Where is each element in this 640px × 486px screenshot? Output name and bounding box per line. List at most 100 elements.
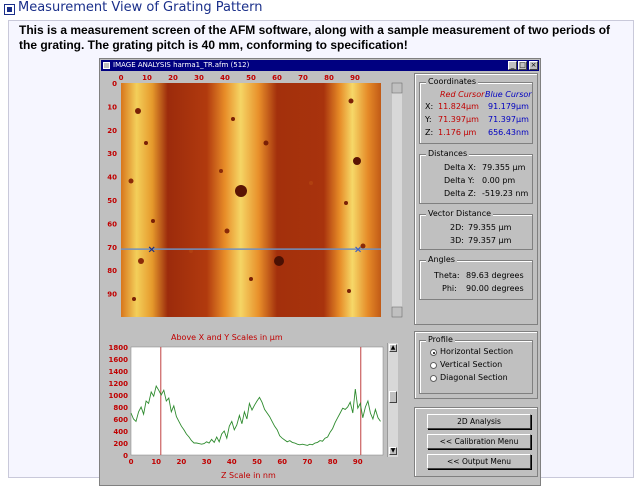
profile-panel: Profile Horizontal Section Vertical Sect… [414, 331, 538, 399]
afm-x-tick-label: 50 [246, 74, 256, 82]
profile-y-tick-label: 1400 [109, 368, 129, 376]
vector-distance-group: Vector Distance 2D: 79.355 µm 3D: 79.357… [419, 209, 533, 250]
coord-x-red: 11.824µm [438, 102, 479, 111]
afm-x-tick-label: 10 [142, 74, 152, 82]
diagonal-section-radio[interactable] [430, 375, 437, 382]
afm-y-tick-label: 90 [107, 291, 117, 299]
page-title: Measurement View of Grating Pattern [18, 0, 263, 15]
profile-x-tick-label: 60 [277, 458, 287, 466]
red-cursor-header: Red Cursor [440, 90, 485, 99]
coord-z-axis: Z: [425, 128, 434, 137]
afm-height-map [121, 83, 381, 317]
delta-x-value: 79.355 µm [482, 163, 526, 172]
theta-label: Theta: [434, 271, 460, 280]
profile-x-tick-label: 80 [328, 458, 338, 466]
profile-scroll-up-button[interactable]: ▲ [389, 344, 397, 352]
horizontal-section-radio[interactable] [430, 349, 437, 356]
profile-y-tick-label: 800 [113, 404, 128, 412]
blue-cursor-header: Blue Cursor [485, 90, 532, 99]
vertical-section-radio[interactable] [430, 362, 437, 369]
window-titlebar[interactable]: IMAGE ANALYSIS harma1_TR.afm (512) _ □ × [101, 60, 539, 71]
window-system-icon[interactable] [103, 62, 110, 69]
delta-z-label: Delta Z: [444, 189, 477, 198]
coordinates-title: Coordinates [426, 77, 479, 86]
profile-y-tick-label: 200 [113, 440, 128, 448]
scroll-up-button[interactable] [391, 82, 403, 94]
delta-y-value: 0.00 pm [482, 176, 516, 185]
vector-2d-label: 2D: [450, 223, 464, 232]
surface-defects [128, 98, 366, 301]
profile-x-tick-label: 10 [151, 458, 161, 466]
afm-x-tick-label: 90 [350, 74, 360, 82]
horizontal-section-label[interactable]: Horizontal Section [440, 347, 514, 356]
afm-y-tick-label: 10 [107, 103, 117, 111]
profile-scroll-down-button[interactable]: ▼ [389, 447, 397, 455]
profile-x-tick-label: 50 [252, 458, 262, 466]
scroll-down-button[interactable] [391, 306, 403, 318]
coord-y-blue: 71.397µm [488, 115, 529, 124]
afm-axes: 0 10 20 30 40 50 60 70 80 90 0 10 20 30 40 50 60 70 80 90 [107, 74, 360, 299]
profile-series-line [130, 384, 381, 446]
actions-panel: 2D Analysis << Calibration Menu << Outpu… [414, 407, 538, 477]
output-menu-button[interactable]: << Output Menu [427, 454, 531, 469]
profile-label-above: Above X and Y Scales in µm [171, 333, 283, 342]
coord-y-axis: Y: [425, 115, 432, 124]
content-panel: This is a measurement screen of the AFM … [8, 20, 634, 486]
angles-title: Angles [426, 255, 457, 264]
profile-y-tick-label: 1000 [109, 392, 129, 400]
afm-y-tick-label: 40 [107, 174, 117, 182]
phi-value: 90.00 degrees [466, 284, 524, 293]
measurements-panel: Coordinates Red Cursor Blue Cursor X: 11… [414, 73, 538, 325]
coord-z-red: 1.176 µm [438, 128, 477, 137]
calibration-menu-button[interactable]: << Calibration Menu [427, 434, 531, 449]
profile-y-tick-label: 1800 [109, 344, 129, 352]
coord-x-blue: 91.179µm [488, 102, 529, 111]
profile-x-tick-label: 0 [129, 458, 134, 466]
afm-x-tick-label: 30 [194, 74, 204, 82]
afm-y-tick-label: 30 [107, 150, 117, 158]
profile-x-tick-label: 90 [353, 458, 363, 466]
profile-x-tick-label: 20 [177, 458, 187, 466]
2d-analysis-button[interactable]: 2D Analysis [427, 414, 531, 429]
afm-y-tick-label: 80 [107, 267, 117, 275]
phi-label: Phi: [442, 284, 457, 293]
window-title: IMAGE ANALYSIS harma1_TR.afm (512) [113, 61, 250, 69]
profile-y-tick-label: 400 [113, 428, 128, 436]
distances-group: Distances Delta X: 79.355 µm Delta Y: 0.… [419, 149, 533, 204]
profile-x-tick-label: 30 [202, 458, 212, 466]
afm-x-tick-label: 80 [324, 74, 334, 82]
profile-plot[interactable]: 0 200 400 600 800 1000 1200 1400 1600 1800 0 10 20 30… [101, 343, 406, 471]
vertical-section-label[interactable]: Vertical Section [440, 360, 503, 369]
afm-y-tick-label: 50 [107, 197, 117, 205]
profile-y-tick-label: 1200 [109, 380, 129, 388]
afm-x-tick-label: 40 [220, 74, 230, 82]
profile-y-tick-label: 600 [113, 416, 128, 424]
close-button[interactable]: × [529, 61, 538, 70]
window-body: 0 10 20 30 40 50 60 70 80 90 0 10 20 30 40 50 60 70 80 90 ×… [101, 71, 539, 484]
theta-value: 89.63 degrees [466, 271, 524, 280]
afm-x-tick-label: 0 [119, 74, 124, 82]
profile-x-tick-label: 40 [227, 458, 237, 466]
afm-x-tick-label: 20 [168, 74, 178, 82]
afm-image-view[interactable]: 0 10 20 30 40 50 60 70 80 90 0 10 20 30 40 50 60 70 80 90 ×… [101, 71, 406, 333]
red-cursor-marker[interactable]: × [148, 245, 156, 256]
angles-group: Angles Theta: 89.63 degrees Phi: 90.00 d… [419, 255, 533, 300]
blue-cursor-marker[interactable]: × [354, 245, 362, 256]
vector-3d-value: 79.357 µm [468, 236, 512, 245]
coordinates-group: Coordinates Red Cursor Blue Cursor X: 11… [419, 77, 533, 144]
profile-scroll-thumb[interactable] [389, 391, 397, 403]
coord-z-blue: 656.43nm [488, 128, 529, 137]
profile-title: Profile [426, 335, 455, 344]
afm-y-tick-label: 0 [112, 80, 117, 88]
vector-distance-title: Vector Distance [426, 209, 494, 218]
image-scrollbar[interactable] [392, 83, 402, 317]
profile-xlabel: Z Scale in nm [221, 471, 276, 480]
profile-scrollbar[interactable]: ▲ ▼ [387, 343, 398, 457]
vector-3d-label: 3D: [450, 236, 464, 245]
maximize-button[interactable]: □ [518, 61, 527, 70]
profile-y-tick-label: 0 [123, 452, 128, 460]
coord-x-axis: X: [425, 102, 434, 111]
minimize-button[interactable]: _ [508, 61, 517, 70]
diagonal-section-label[interactable]: Diagonal Section [440, 373, 508, 382]
afm-y-tick-label: 20 [107, 127, 117, 135]
